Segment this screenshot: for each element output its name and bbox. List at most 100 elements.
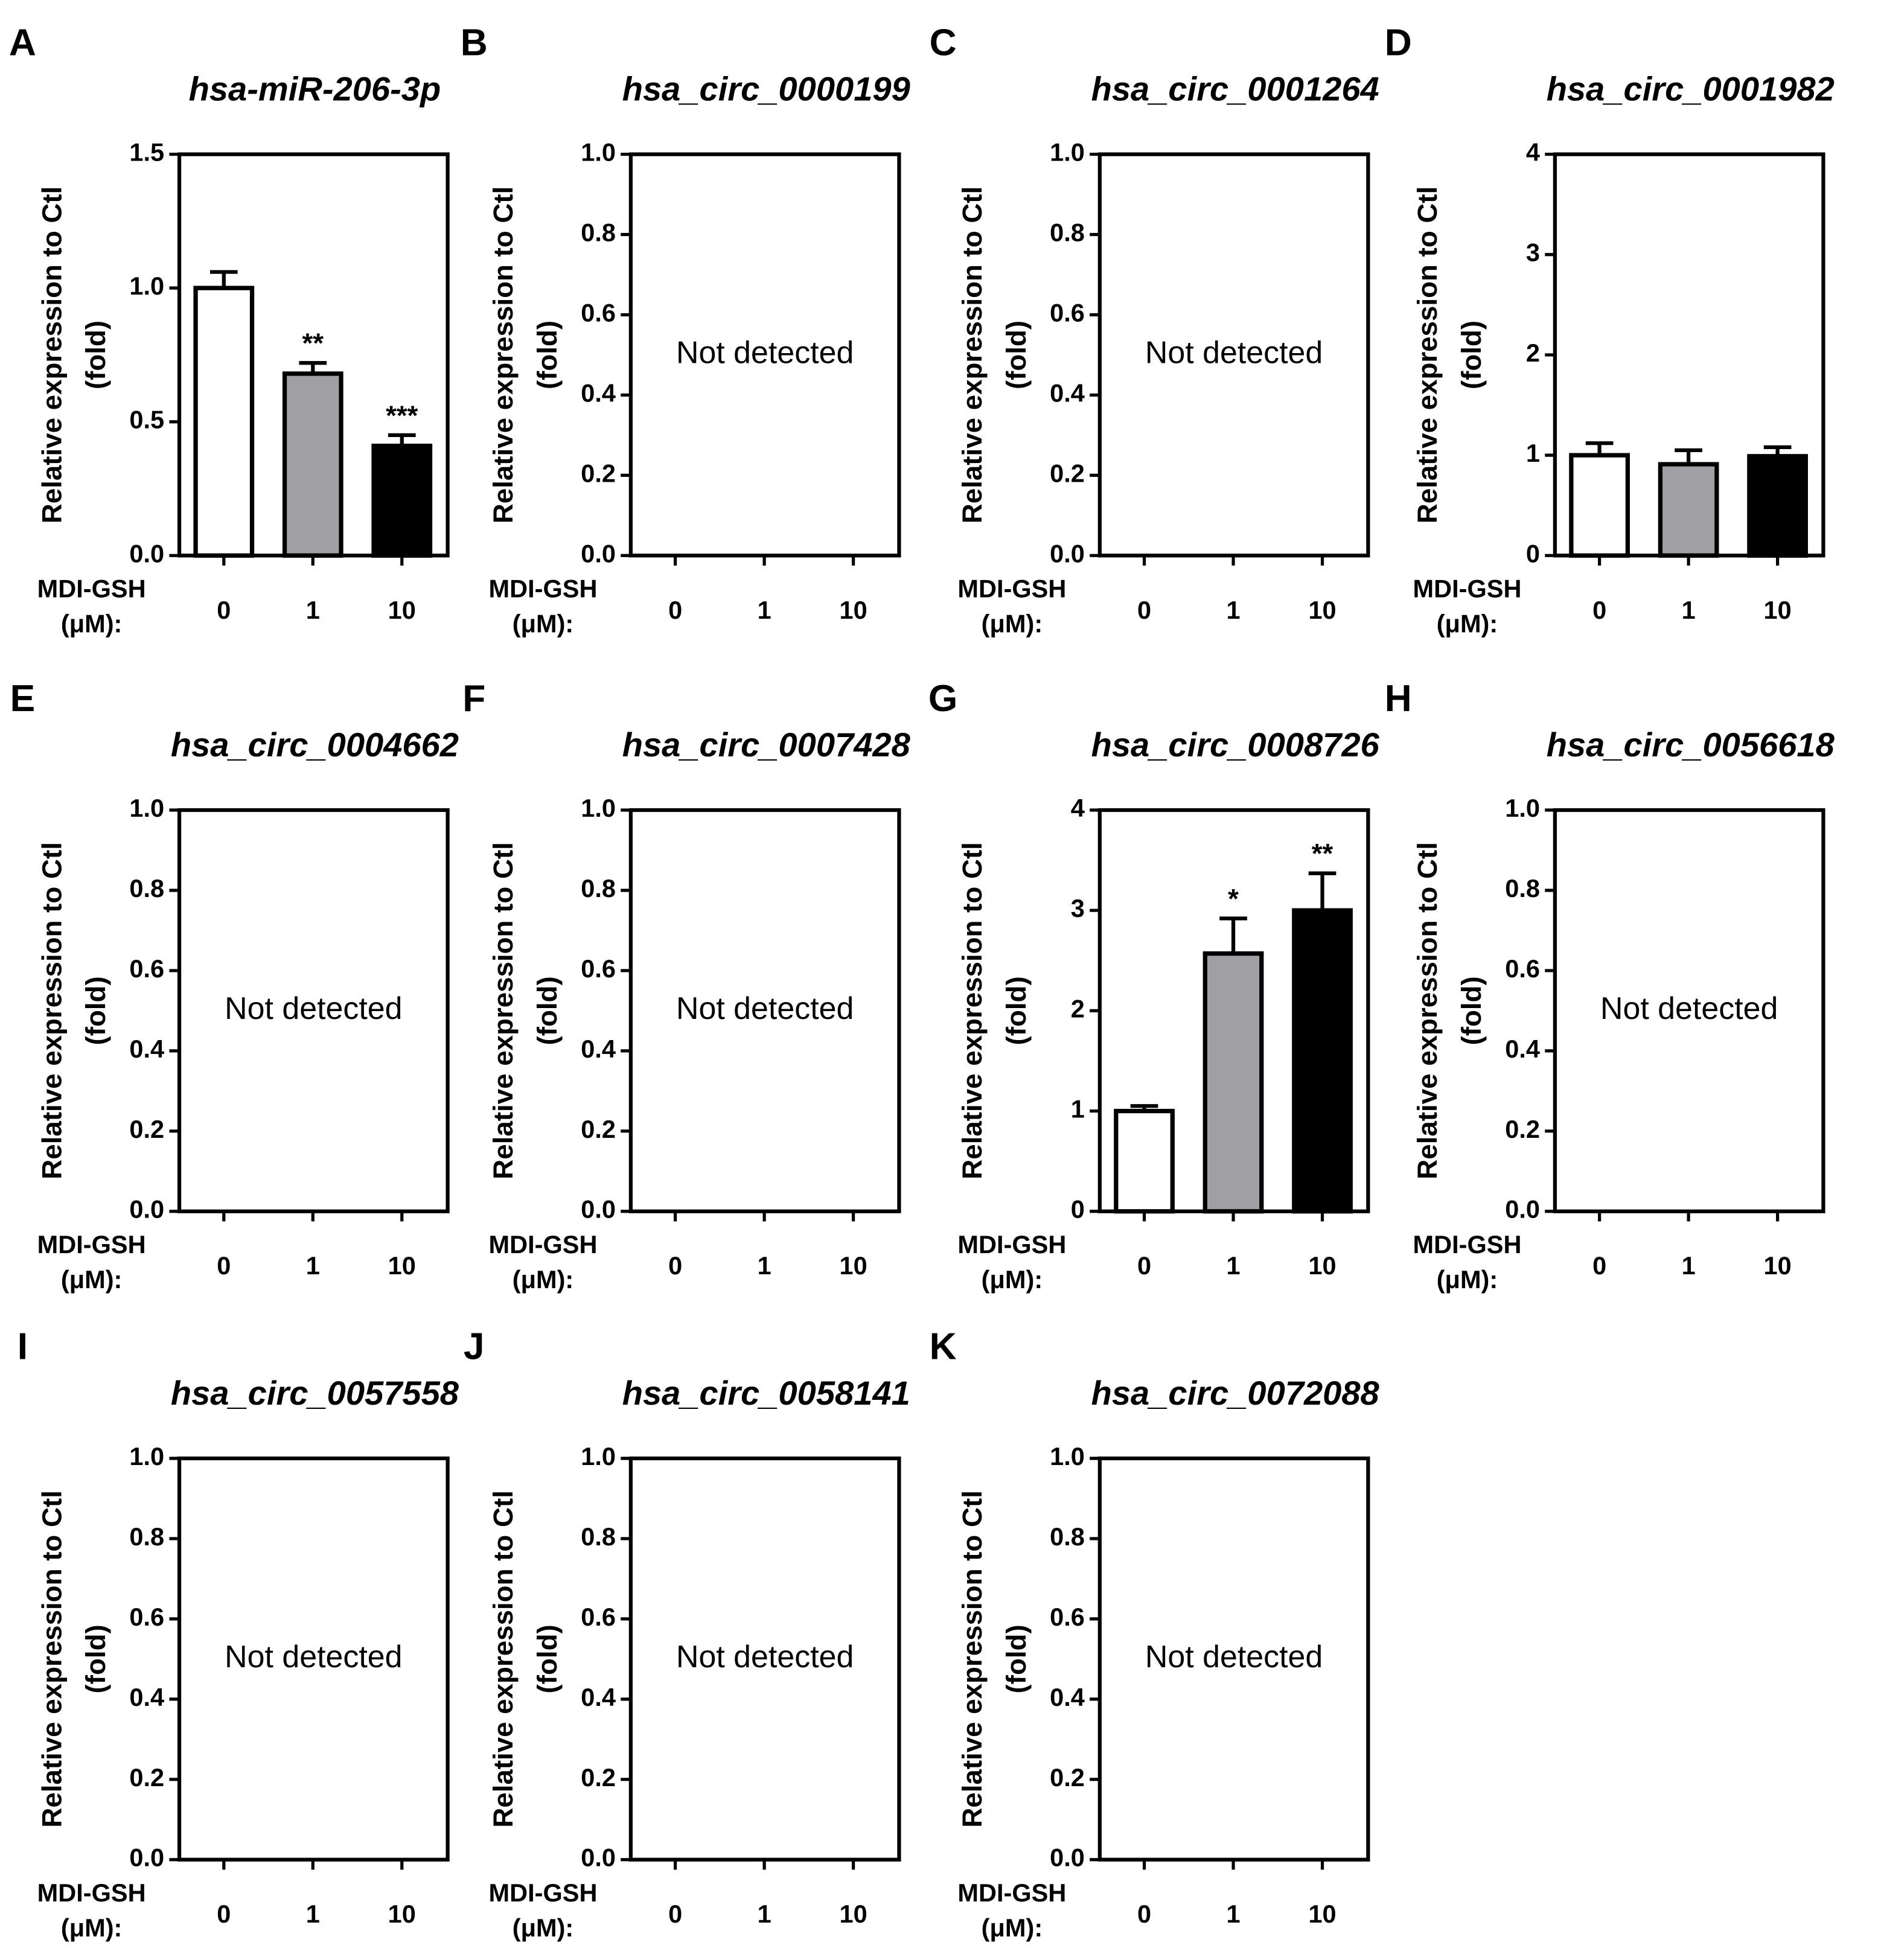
- y-tick-label: 0.6: [129, 1603, 164, 1631]
- y-tick-label: 0.0: [129, 1195, 164, 1224]
- y-tick-label: 0.4: [581, 1035, 616, 1063]
- bar: [371, 443, 433, 558]
- chart-title: hsa_circ_0001982: [1547, 70, 1835, 108]
- y-tick-label: 0.2: [1050, 1763, 1085, 1792]
- x-axis-label: (μM):: [513, 1265, 574, 1294]
- y-tick-label: 0.2: [581, 1115, 616, 1143]
- chart-title: hsa_circ_0007428: [622, 726, 911, 764]
- significance-label: *: [1228, 883, 1239, 914]
- x-axis-label: MDI-GSH: [489, 1879, 598, 1907]
- y-tick-label: 0.8: [581, 218, 616, 246]
- y-axis-label: (fold): [80, 321, 111, 389]
- x-axis-label: (μM):: [61, 610, 122, 638]
- y-axis-label: Relative expression to Ctl: [488, 1490, 519, 1828]
- panel-letter: F: [462, 678, 485, 720]
- x-tick-label: 1: [758, 1251, 771, 1280]
- x-axis-label: (μM):: [513, 610, 574, 638]
- significance-label: ***: [386, 400, 418, 431]
- bar: [282, 371, 343, 558]
- y-axis-label: Relative expression to Ctl: [957, 187, 988, 524]
- x-tick-label: 10: [1308, 1900, 1336, 1928]
- y-axis-label: Relative expression to Ctl: [957, 1490, 988, 1828]
- y-tick-label: 0.2: [1050, 459, 1085, 487]
- error-bar: [1219, 916, 1247, 954]
- not-detected-note: Not detected: [676, 336, 854, 371]
- y-tick-label: 0.2: [129, 1115, 164, 1143]
- y-tick-label: 0.4: [1050, 1683, 1085, 1711]
- x-tick-label: 10: [1764, 1251, 1792, 1280]
- y-tick-label: 1.0: [581, 1442, 616, 1470]
- y-tick-label: 0.0: [1050, 539, 1085, 567]
- y-tick-label: 0.0: [581, 1843, 616, 1872]
- y-axis-label: (fold): [1456, 976, 1487, 1045]
- panel-letter: D: [1385, 22, 1412, 63]
- x-tick-label: 10: [840, 596, 867, 624]
- x-tick-label: 0: [1592, 596, 1606, 624]
- x-axis-label: (μM):: [982, 1914, 1043, 1942]
- y-tick-label: 0: [1071, 1195, 1085, 1224]
- chart-title: hsa_circ_0004662: [171, 726, 459, 764]
- x-tick-label: 10: [388, 596, 416, 624]
- bar: [1202, 951, 1264, 1214]
- y-tick-label: 0.8: [581, 1522, 616, 1551]
- y-tick-label: 3: [1526, 238, 1540, 267]
- y-tick-label: 1.0: [581, 794, 616, 822]
- chart-title: hsa_circ_0072088: [1091, 1374, 1380, 1412]
- y-tick-label: 0: [1526, 539, 1540, 567]
- y-tick-label: 0.0: [1505, 1195, 1540, 1224]
- y-tick-label: 1.0: [1050, 1442, 1085, 1470]
- y-tick-label: 2: [1526, 339, 1540, 367]
- significance-label: **: [1312, 838, 1333, 869]
- y-tick-label: 0.6: [1050, 1603, 1085, 1631]
- x-tick-label: 1: [758, 596, 771, 624]
- y-axis-label: Relative expression to Ctl: [36, 1490, 67, 1828]
- y-tick-label: 0.2: [1505, 1115, 1540, 1143]
- y-axis-label: Relative expression to Ctl: [488, 187, 519, 524]
- chart-title: hsa_circ_0001264: [1091, 70, 1379, 108]
- panel-letter: A: [9, 22, 36, 63]
- x-axis-label: MDI-GSH: [1413, 1230, 1521, 1259]
- y-tick-label: 0.4: [129, 1035, 164, 1063]
- y-tick-label: 0.6: [1505, 954, 1540, 983]
- x-tick-label: 10: [388, 1900, 416, 1928]
- y-tick-label: 0.2: [581, 1763, 616, 1792]
- significance-label: **: [302, 328, 324, 359]
- bar: [1114, 1108, 1175, 1214]
- panel-letter: K: [930, 1326, 957, 1368]
- y-tick-label: 1.5: [129, 138, 164, 167]
- x-tick-label: 0: [1137, 596, 1151, 624]
- bar: [1658, 462, 1719, 558]
- y-tick-label: 0.0: [1050, 1843, 1085, 1872]
- y-tick-label: 4: [1526, 138, 1540, 167]
- not-detected-note: Not detected: [676, 991, 854, 1026]
- panel-letter: H: [1385, 678, 1412, 720]
- x-tick-label: 1: [306, 596, 320, 624]
- y-tick-label: 0.0: [581, 1195, 616, 1224]
- x-tick-label: 1: [1682, 596, 1696, 624]
- x-axis-label: MDI-GSH: [1413, 574, 1521, 602]
- x-tick-label: 0: [217, 1900, 231, 1928]
- x-axis-label: (μM):: [1437, 1265, 1498, 1294]
- y-axis-label: Relative expression to Ctl: [36, 842, 67, 1180]
- y-tick-label: 0.6: [581, 298, 616, 327]
- y-tick-label: 0.5: [129, 406, 164, 434]
- chart-title: hsa_circ_0056618: [1547, 726, 1835, 764]
- chart-title: hsa_circ_0000199: [622, 70, 910, 108]
- y-tick-label: 0.4: [1050, 378, 1085, 407]
- panel-letter: C: [930, 22, 957, 63]
- x-tick-label: 0: [1592, 1251, 1606, 1280]
- x-tick-label: 10: [1764, 596, 1792, 624]
- not-detected-note: Not detected: [676, 1639, 854, 1674]
- y-tick-label: 1: [1526, 439, 1540, 467]
- x-tick-label: 0: [668, 596, 682, 624]
- panel-letter: I: [18, 1326, 28, 1368]
- y-tick-label: 1.0: [1050, 138, 1085, 167]
- error-bar: [1308, 871, 1336, 911]
- error-bar: [299, 361, 327, 374]
- x-tick-label: 1: [306, 1251, 320, 1280]
- not-detected-note: Not detected: [1600, 991, 1778, 1026]
- y-axis-label: Relative expression to Ctl: [36, 187, 67, 524]
- x-tick-label: 1: [306, 1900, 320, 1928]
